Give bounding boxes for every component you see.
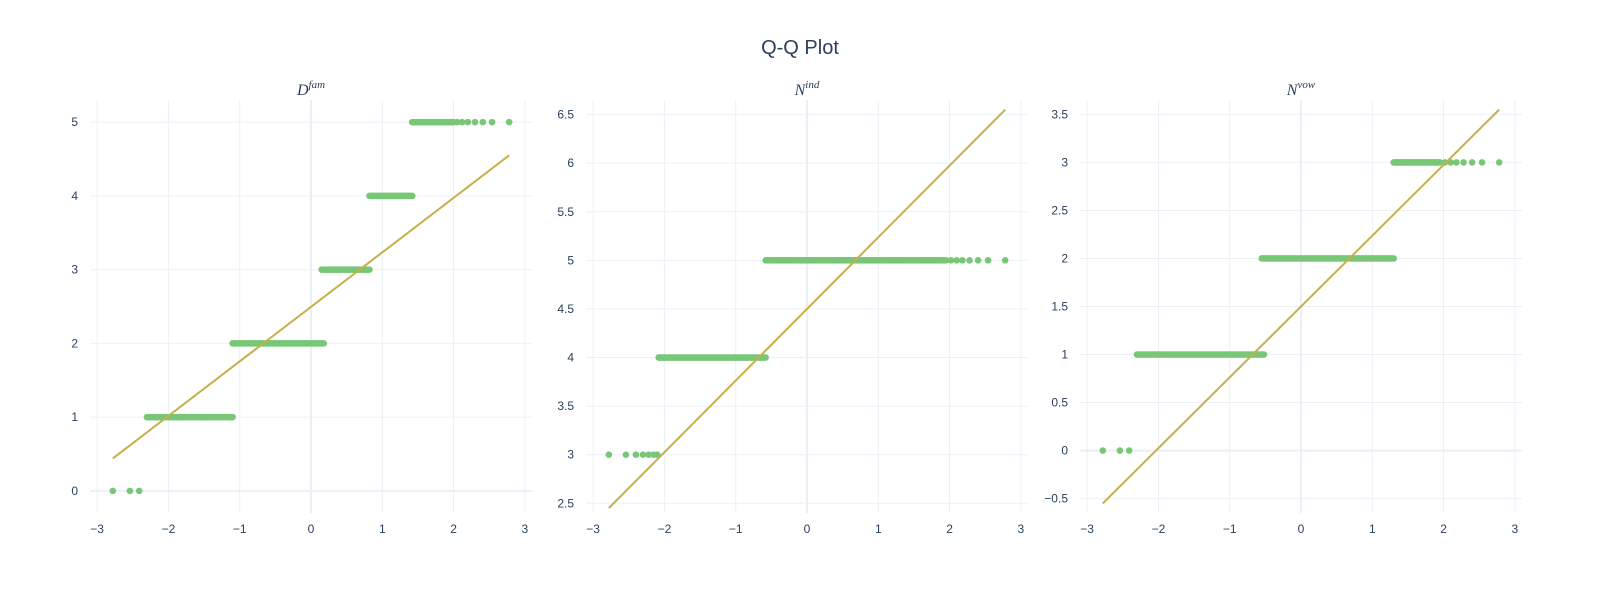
- x-tick-label: 1: [379, 522, 386, 536]
- sample-point: [953, 257, 961, 264]
- y-tick-label: 3: [1061, 155, 1068, 169]
- sample-point: [229, 413, 236, 421]
- y-tick-label: 1.5: [1051, 300, 1068, 314]
- y-tick-label: 5: [71, 115, 78, 129]
- subplot-title: Dfam: [296, 79, 325, 99]
- y-tick-label: 3.5: [1051, 107, 1068, 121]
- x-tick-label: −2: [1152, 522, 1166, 536]
- sample-point: [453, 118, 461, 126]
- reference-line: [1102, 108, 1500, 505]
- y-tick-label: 6: [567, 156, 574, 170]
- reference-line: [608, 109, 1006, 509]
- sample-point: [366, 266, 373, 273]
- sample-point: [762, 354, 769, 361]
- sample-point: [1468, 159, 1476, 166]
- sample-point: [471, 118, 479, 126]
- sample-point: [126, 487, 134, 495]
- x-tick-label: −1: [1223, 522, 1237, 536]
- y-tick-label: 0.5: [1051, 396, 1068, 410]
- y-tick-label: 0: [71, 484, 78, 498]
- y-tick-label: 4.5: [557, 302, 574, 316]
- sample-point: [959, 257, 966, 264]
- chart-title: Q-Q Plot: [761, 37, 839, 59]
- sample-point: [1495, 159, 1503, 166]
- y-tick-label: 2: [1061, 251, 1068, 265]
- y-tick-label: 3: [71, 263, 78, 277]
- sample-point: [1116, 447, 1124, 454]
- sample-point: [1001, 257, 1009, 264]
- y-tick-label: 0: [1061, 444, 1068, 458]
- x-tick-label: 3: [522, 522, 529, 536]
- sample-point: [1125, 447, 1133, 454]
- y-tick-label: 2: [71, 336, 78, 350]
- x-tick-label: 3: [1512, 522, 1519, 536]
- y-tick-label: 6.5: [557, 108, 574, 122]
- sample-point: [984, 257, 992, 264]
- sample-point: [632, 451, 640, 458]
- x-tick-label: −2: [658, 522, 672, 536]
- sample-point: [942, 257, 950, 264]
- sample-point: [645, 451, 653, 458]
- sample-point: [974, 257, 982, 264]
- sample-point: [947, 257, 955, 264]
- sample-point: [458, 118, 466, 126]
- sample-point: [966, 257, 973, 264]
- x-tick-label: 2: [450, 522, 457, 536]
- y-tick-label: 1: [1061, 348, 1068, 362]
- x-tick-label: 0: [1298, 522, 1305, 536]
- subplot-title: Nvow: [1286, 79, 1316, 99]
- sample-point: [1390, 255, 1397, 262]
- x-tick-label: −3: [586, 522, 600, 536]
- sample-point: [622, 451, 630, 458]
- y-tick-label: 3.5: [557, 399, 574, 413]
- subplot-1: −3 −2 −1 0 1 2 3 0 1 2 3 4 5 Dfam: [71, 79, 532, 536]
- sample-point: [1099, 447, 1107, 454]
- x-tick-label: 3: [1018, 522, 1025, 536]
- sample-point: [135, 487, 143, 495]
- sample-point: [1436, 159, 1444, 166]
- sample-point: [505, 118, 513, 126]
- x-tick-label: 2: [1440, 522, 1447, 536]
- y-tick-label: 1: [71, 410, 78, 424]
- x-tick-label: −1: [233, 522, 247, 536]
- y-tick-label: 5: [567, 253, 574, 267]
- sample-point: [479, 118, 487, 126]
- y-tick-label: 2.5: [557, 496, 574, 510]
- sample-point: [109, 487, 117, 495]
- sample-point: [320, 340, 328, 347]
- sample-point: [605, 451, 613, 458]
- y-tick-label: −0.5: [1044, 492, 1068, 506]
- x-tick-label: 0: [804, 522, 811, 536]
- sample-point: [464, 118, 472, 126]
- x-tick-label: −1: [729, 522, 743, 536]
- subplot-2: −3 −2 −1 0 1 2 3 2.5 3 3.5 4 4.5 5 5.5 6 6.5 Nind: [557, 79, 1028, 536]
- x-tick-label: 0: [308, 522, 315, 536]
- sample-point: [1478, 159, 1486, 166]
- sample-point: [408, 192, 416, 200]
- x-tick-label: 1: [875, 522, 882, 536]
- y-tick-label: 4: [71, 189, 78, 203]
- x-tick-label: 2: [946, 522, 953, 536]
- subplot-3: −3 −2 −1 0 1 2 3 −0.5 0 0.5 1 1.5 2 2.5 3 3.5 Nvow: [1044, 79, 1522, 536]
- sample-point: [1453, 159, 1460, 166]
- y-tick-label: 5.5: [557, 205, 574, 219]
- y-tick-label: 4: [567, 351, 574, 365]
- y-tick-label: 2.5: [1051, 203, 1068, 217]
- sample-point: [639, 451, 647, 458]
- x-tick-label: −3: [90, 522, 104, 536]
- x-tick-label: −2: [162, 522, 176, 536]
- x-tick-label: 1: [1369, 522, 1376, 536]
- subplot-title: Nind: [794, 79, 820, 99]
- sample-point: [1460, 159, 1467, 166]
- y-tick-label: 3: [567, 448, 574, 462]
- x-tick-label: −3: [1080, 522, 1094, 536]
- reference-line: [112, 154, 510, 460]
- sample-point: [488, 118, 496, 126]
- sample-point: [1260, 351, 1268, 358]
